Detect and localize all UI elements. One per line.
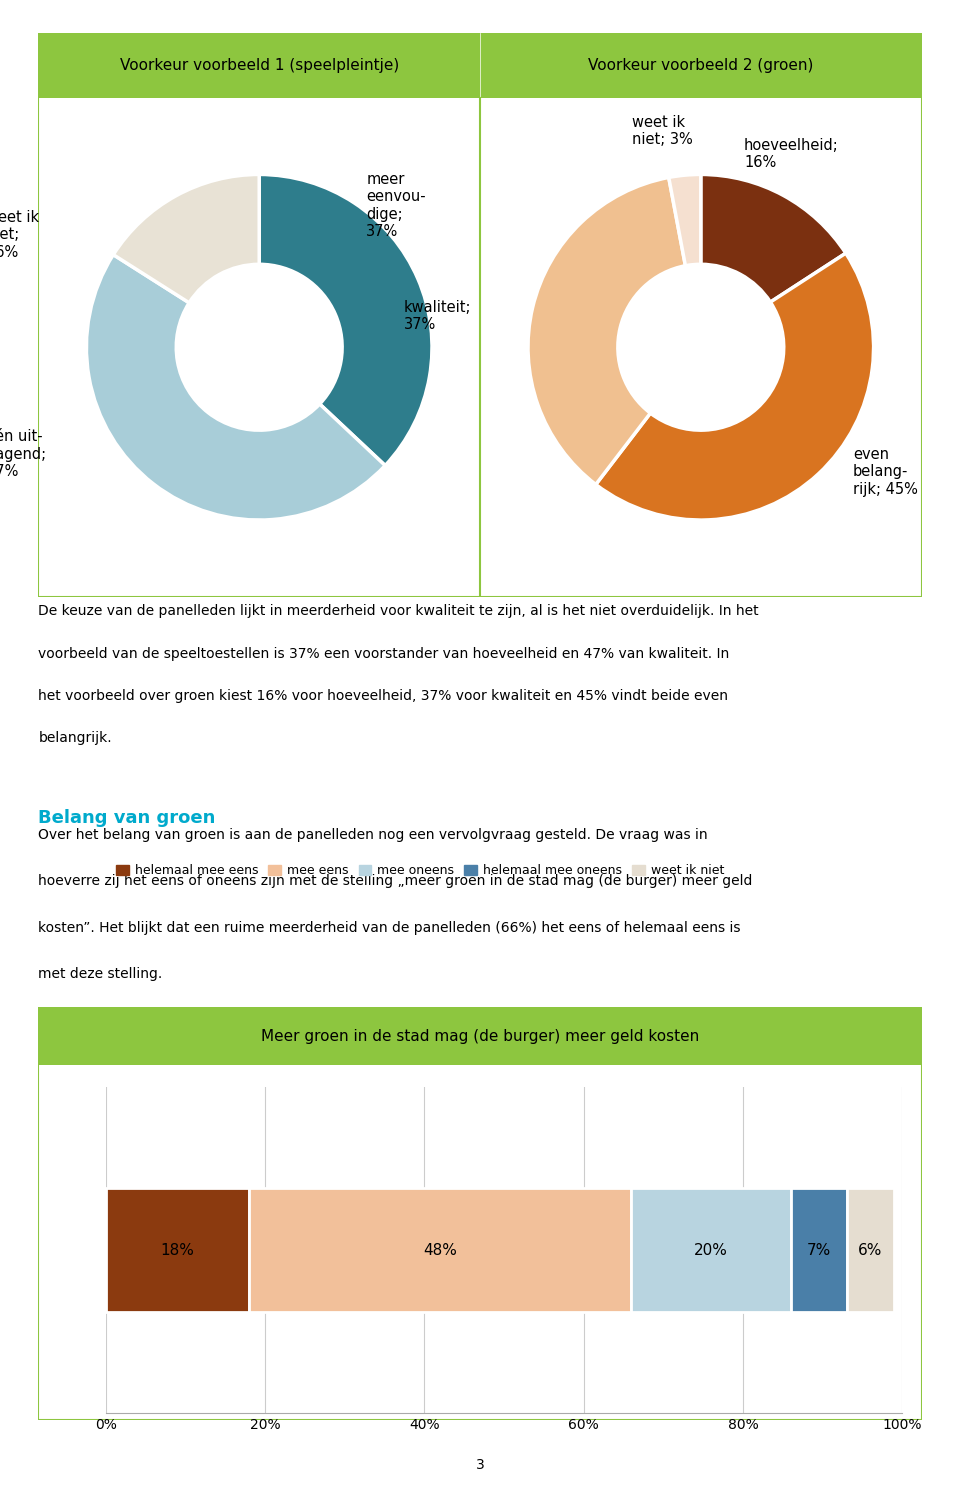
Wedge shape xyxy=(596,254,874,521)
Text: Over het belang van groen is aan de panelleden nog een vervolgvraag gesteld. De : Over het belang van groen is aan de pane… xyxy=(38,828,708,841)
Text: het voorbeeld over groen kiest 16% voor hoeveelheid, 37% voor kwaliteit en 45% v: het voorbeeld over groen kiest 16% voor … xyxy=(38,689,729,703)
FancyBboxPatch shape xyxy=(38,33,480,97)
FancyBboxPatch shape xyxy=(38,1007,922,1420)
Text: met deze stelling.: met deze stelling. xyxy=(38,967,162,982)
Text: voorbeeld van de speeltoestellen is 37% een voorstander van hoeveelheid en 47% v: voorbeeld van de speeltoestellen is 37% … xyxy=(38,646,730,661)
Text: hoeveelheid;
16%: hoeveelheid; 16% xyxy=(744,137,839,170)
Text: 20%: 20% xyxy=(694,1243,728,1258)
Wedge shape xyxy=(528,178,685,485)
Text: Voorkeur voorbeeld 2 (groen): Voorkeur voorbeeld 2 (groen) xyxy=(588,58,813,73)
Wedge shape xyxy=(669,175,701,266)
Text: kosten”. Het blijkt dat een ruime meerderheid van de panelleden (66%) het eens o: kosten”. Het blijkt dat een ruime meerde… xyxy=(38,921,741,934)
Text: Voorkeur voorbeeld 1 (speelpleintje): Voorkeur voorbeeld 1 (speelpleintje) xyxy=(120,58,398,73)
Text: belangrijk.: belangrijk. xyxy=(38,731,112,745)
Bar xyxy=(106,1188,249,1311)
Text: meer
eenvou-
dige;
37%: meer eenvou- dige; 37% xyxy=(367,172,426,239)
Bar xyxy=(847,1188,895,1311)
Text: Belang van groen: Belang van groen xyxy=(38,809,216,827)
Wedge shape xyxy=(86,255,385,521)
Bar xyxy=(632,1188,791,1311)
Wedge shape xyxy=(113,175,259,303)
Text: 7%: 7% xyxy=(806,1243,830,1258)
Text: even
belang-
rijk; 45%: even belang- rijk; 45% xyxy=(852,446,918,497)
Wedge shape xyxy=(701,175,846,301)
Text: Meer groen in de stad mag (de burger) meer geld kosten: Meer groen in de stad mag (de burger) me… xyxy=(261,1028,699,1043)
Text: 48%: 48% xyxy=(423,1243,457,1258)
Legend: helemaal mee eens, mee eens, mee oneens, helemaal mee oneens, weet ik niet: helemaal mee eens, mee eens, mee oneens,… xyxy=(111,859,730,882)
Bar xyxy=(249,1188,632,1311)
Text: 6%: 6% xyxy=(858,1243,882,1258)
FancyBboxPatch shape xyxy=(38,1007,922,1065)
Text: De keuze van de panelleden lijkt in meerderheid voor kwaliteit te zijn, al is he: De keuze van de panelleden lijkt in meer… xyxy=(38,604,759,618)
Bar xyxy=(791,1188,847,1311)
Text: één uit-
dagend;
47%: één uit- dagend; 47% xyxy=(0,430,46,479)
Wedge shape xyxy=(259,175,432,466)
Text: kwaliteit;
37%: kwaliteit; 37% xyxy=(403,300,471,333)
Text: weet ik
niet; 3%: weet ik niet; 3% xyxy=(632,115,692,148)
Text: 18%: 18% xyxy=(160,1243,194,1258)
FancyBboxPatch shape xyxy=(38,33,922,597)
FancyBboxPatch shape xyxy=(480,33,922,97)
Text: weet ik
niet;
16%: weet ik niet; 16% xyxy=(0,210,39,260)
Text: hoeverre zij het eens of oneens zijn met de stelling „meer groen in de stad mag : hoeverre zij het eens of oneens zijn met… xyxy=(38,874,753,888)
Text: 3: 3 xyxy=(475,1458,485,1473)
